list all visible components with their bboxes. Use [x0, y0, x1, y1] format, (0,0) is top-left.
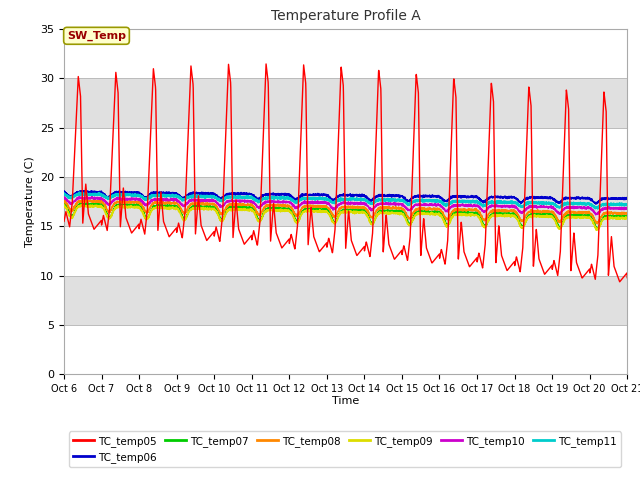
Title: Temperature Profile A: Temperature Profile A [271, 10, 420, 24]
Bar [64, 128, 627, 177]
Bar [64, 325, 627, 374]
Text: SW_Temp: SW_Temp [67, 31, 126, 41]
Bar [64, 177, 627, 226]
Legend: TC_temp05, TC_temp06, TC_temp07, TC_temp08, TC_temp09, TC_temp10, TC_temp11: TC_temp05, TC_temp06, TC_temp07, TC_temp… [69, 432, 621, 467]
X-axis label: Time: Time [332, 396, 359, 406]
Bar [64, 226, 627, 276]
Bar [64, 276, 627, 325]
Bar [64, 78, 627, 128]
Y-axis label: Temperature (C): Temperature (C) [24, 156, 35, 247]
Bar [64, 29, 627, 78]
